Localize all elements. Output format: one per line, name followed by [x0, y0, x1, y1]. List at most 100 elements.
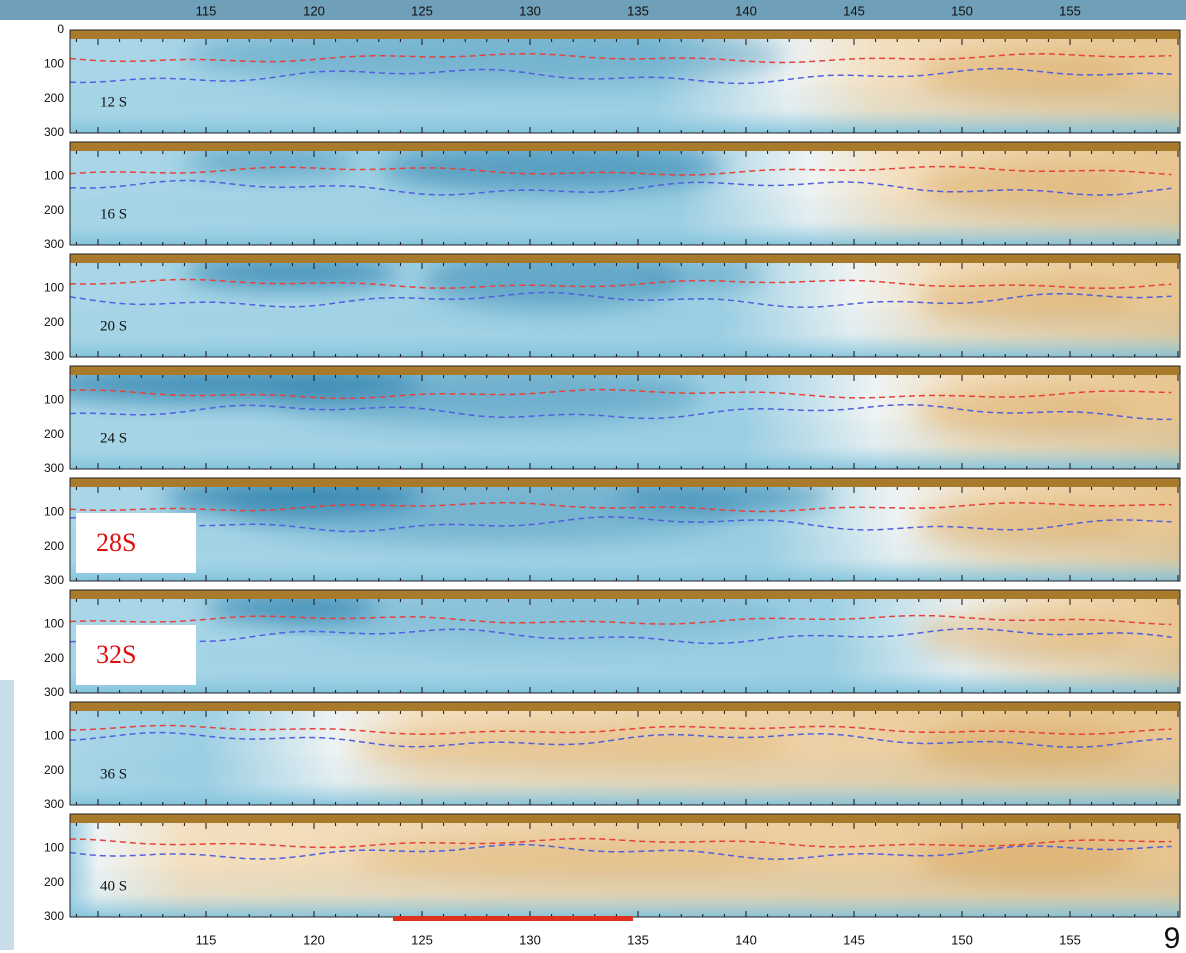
panel-label: 20 S: [100, 318, 127, 334]
panel: 24 S: [69, 365, 1181, 470]
y-tick-label: 300: [44, 349, 64, 363]
x-tick-label: 125: [411, 3, 433, 18]
left-strip: [0, 680, 14, 950]
blue-dashed-line: [70, 403, 1172, 421]
y-tick-label: 200: [44, 651, 64, 665]
y-tick-label: 100: [44, 729, 64, 743]
y-tick-label: 100: [44, 169, 64, 183]
topography: [70, 142, 1180, 151]
y-tick-label: 200: [44, 763, 64, 777]
y-tick-label: 300: [44, 685, 64, 699]
panel: 20 S: [69, 253, 1181, 358]
y-tick-label: 100: [44, 393, 64, 407]
deep-band: [70, 416, 1180, 469]
panel-label: 16 S: [100, 206, 127, 222]
topography: [70, 590, 1180, 599]
deep-band: [70, 752, 1180, 805]
y-tick-label: 200: [44, 875, 64, 889]
topography: [70, 702, 1180, 711]
deep-band: [70, 304, 1180, 357]
y-tick-label: 300: [44, 461, 64, 475]
topography: [70, 254, 1180, 263]
topography: [70, 478, 1180, 487]
topography: [70, 30, 1180, 39]
x-tick-label: 115: [196, 932, 217, 947]
topography: [70, 814, 1180, 823]
y-tick-label: 0: [57, 22, 64, 36]
panel-label: 36 S: [100, 766, 127, 782]
red-dashed-line: [70, 724, 1172, 735]
x-tick-label: 130: [519, 3, 541, 18]
y-tick-label: 300: [44, 909, 64, 923]
x-tick-label: 130: [519, 932, 541, 947]
panel-field: [70, 254, 1180, 357]
label-box: [76, 513, 196, 573]
red-dashed-line: [70, 388, 1172, 400]
y-tick-label: 300: [44, 125, 64, 139]
topography: [70, 366, 1180, 375]
slide-number: 9: [1164, 922, 1181, 953]
panel: 36 S: [69, 701, 1181, 806]
panel-field: [70, 590, 1180, 693]
blue-dashed-line: [70, 843, 1172, 860]
blue-dashed-line: [70, 67, 1172, 85]
blue-dashed-line: [70, 627, 1172, 645]
panel-frame: [69, 141, 1181, 246]
panel: 12 S: [69, 29, 1181, 134]
x-tick-label: 135: [627, 3, 649, 18]
y-tick-label: 200: [44, 91, 64, 105]
y-tick-label: 300: [44, 797, 64, 811]
red-dashed-line: [70, 278, 1172, 289]
panel-field: [70, 30, 1180, 133]
red-dashed-line: [70, 52, 1172, 64]
blue-core: [270, 366, 703, 425]
panel-frame: [69, 589, 1181, 694]
y-tick-label: 200: [44, 203, 64, 217]
deep-band: [70, 80, 1180, 133]
deep-band: [70, 864, 1180, 917]
panel: 40 S: [69, 813, 1181, 918]
blue-core: [422, 254, 682, 310]
x-tick-label: 120: [303, 3, 325, 18]
panel-label: 24 S: [100, 430, 127, 446]
deep-band: [70, 640, 1180, 693]
blue-core: [227, 478, 746, 544]
x-tick-label: 125: [411, 932, 433, 947]
x-tick-label: 140: [735, 3, 757, 18]
y-tick-label: 200: [44, 315, 64, 329]
panel-label: 28S: [96, 528, 136, 557]
x-tick-label: 140: [735, 932, 757, 947]
x-tick-label: 145: [843, 932, 865, 947]
panel-field: [70, 814, 1180, 917]
x-tick-label: 145: [843, 3, 865, 18]
x-tick-label: 120: [303, 932, 325, 947]
x-tick-label: 135: [627, 932, 649, 947]
blue-dashed-line: [70, 731, 1172, 748]
y-tick-label: 100: [44, 281, 64, 295]
y-tick-label: 100: [44, 57, 64, 71]
blue-dashed-line: [70, 179, 1172, 196]
deep-band: [70, 528, 1180, 581]
panel-field: [70, 702, 1180, 805]
x-tick-label: 155: [1059, 3, 1081, 18]
panel-label: 12 S: [100, 94, 127, 110]
y-tick-label: 300: [44, 237, 64, 251]
x-tick-label: 155: [1059, 932, 1081, 947]
y-tick-label: 100: [44, 505, 64, 519]
y-tick-label: 200: [44, 427, 64, 441]
deep-band: [70, 192, 1180, 245]
y-tick-label: 100: [44, 617, 64, 631]
x-tick-label: 115: [196, 3, 217, 18]
panel-frame: [69, 477, 1181, 582]
blue-core: [638, 264, 768, 289]
red-dashed-line: [70, 837, 1172, 849]
panel: 16 S: [69, 141, 1181, 246]
panel: 28S: [69, 477, 1181, 582]
blue-core: [184, 257, 401, 288]
panel-frame: [69, 253, 1181, 358]
highlight-bar: [393, 916, 633, 921]
panel-label: 40 S: [100, 878, 127, 894]
panel-frame: [69, 701, 1181, 806]
x-tick-label: 150: [951, 932, 973, 947]
